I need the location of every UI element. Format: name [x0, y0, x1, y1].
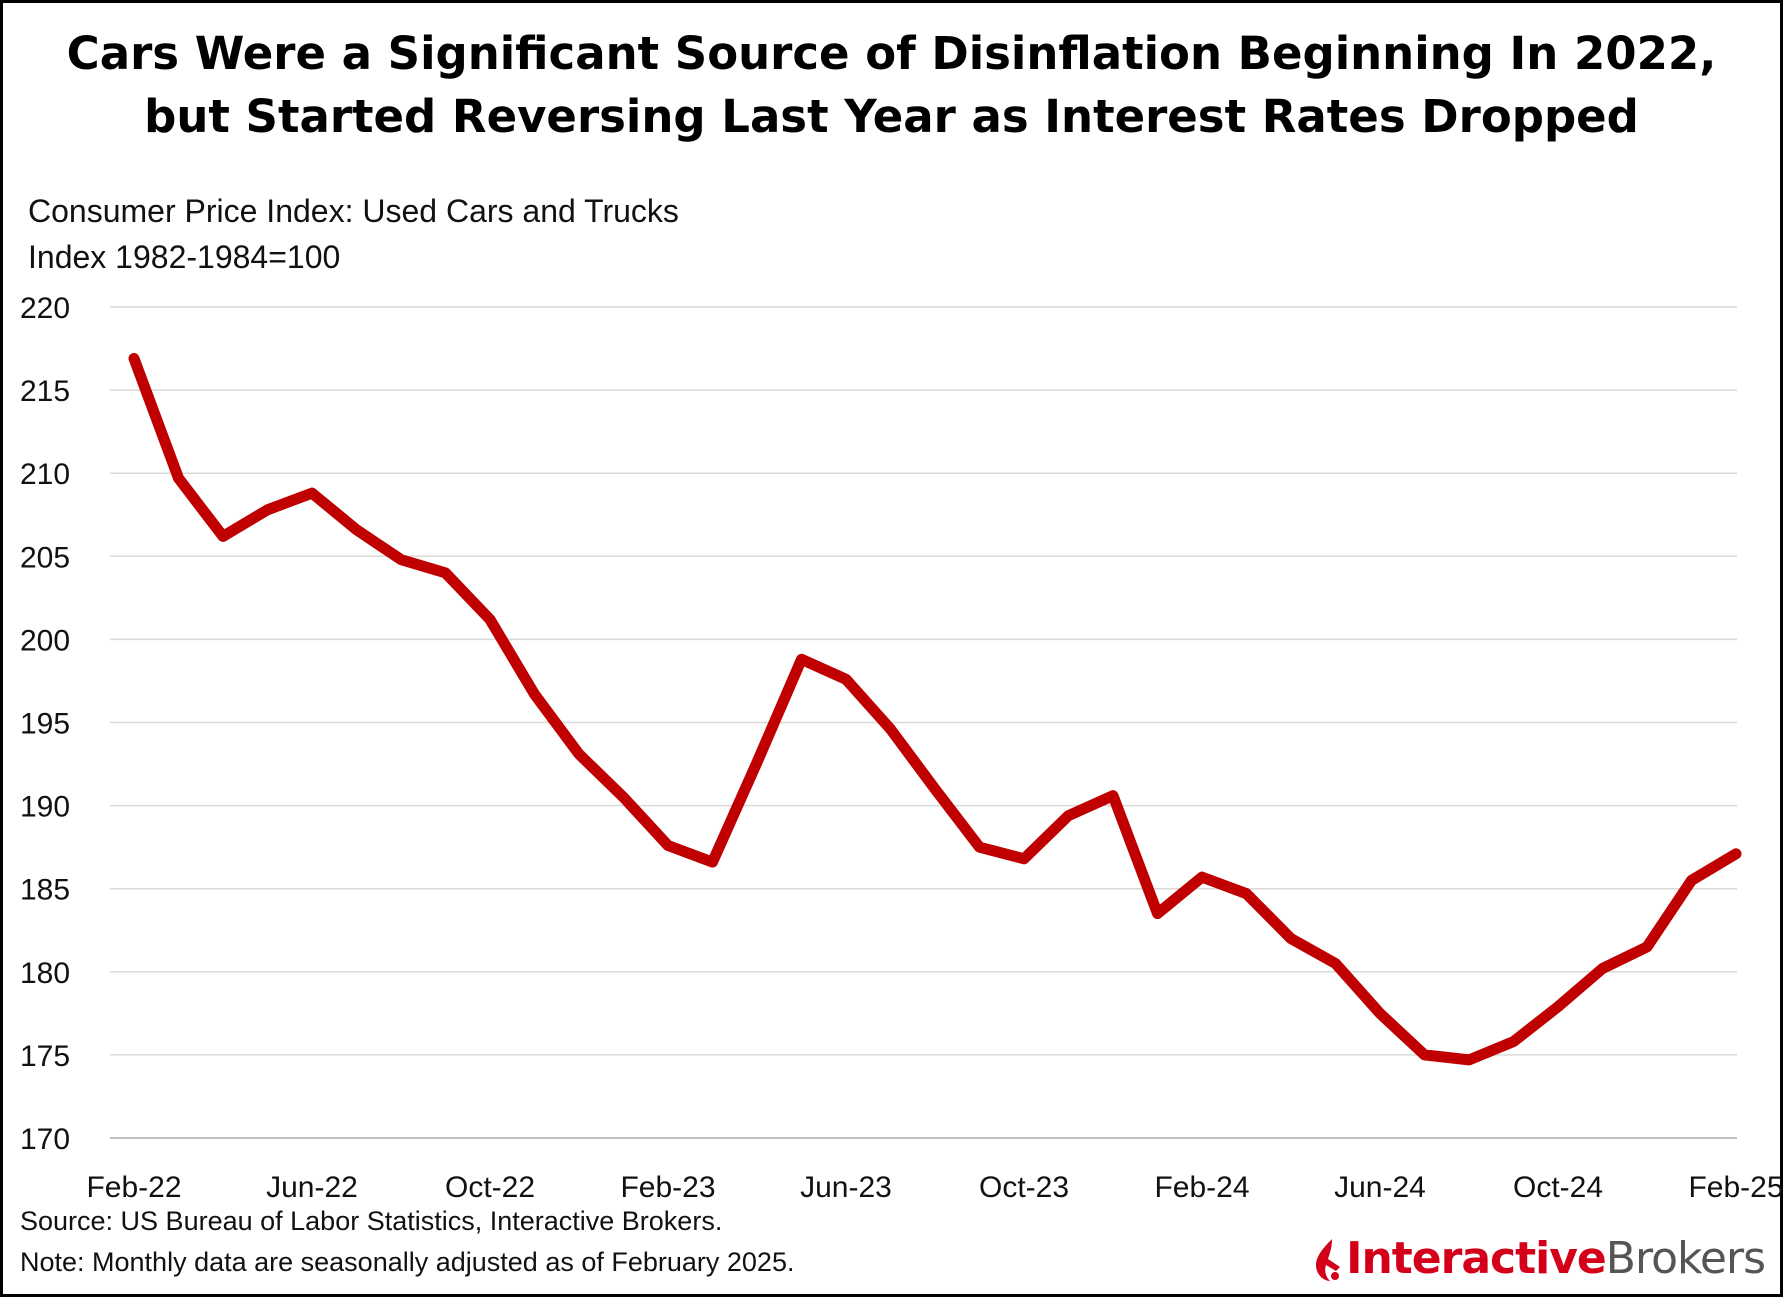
logo-wordmark: InteractiveBrokers	[1346, 1233, 1766, 1284]
source-note: Source: US Bureau of Labor Statistics, I…	[20, 1206, 723, 1236]
y-tick-label: 205	[20, 541, 70, 574]
logo-text-interactive: Interactive	[1346, 1233, 1607, 1284]
title-line-1: Cars Were a Significant Source of Disinf…	[66, 27, 1717, 80]
y-tick-label: 200	[20, 624, 70, 657]
x-tick-label: Feb-22	[86, 1171, 181, 1204]
cpi-used-cars-line	[128, 353, 1742, 1066]
ib-flame-icon	[1316, 1239, 1341, 1281]
y-tick-label: 210	[20, 458, 70, 491]
y-tick-label: 195	[20, 708, 70, 741]
x-axis-ticks: Feb-22 Jun-22 Oct-22 Feb-23 Jun-23 Oct-23 Feb-…	[86, 1171, 1783, 1204]
x-tick-label: Oct-23	[979, 1171, 1069, 1204]
chart-title: Cars Were a Significant Source of Disinf…	[0, 22, 1783, 148]
x-tick-label: Feb-25	[1688, 1171, 1783, 1204]
interactive-brokers-logo: InteractiveBrokers	[1312, 1233, 1766, 1284]
logo-text-brokers: Brokers	[1605, 1233, 1766, 1284]
x-tick-label: Oct-22	[445, 1171, 535, 1204]
x-tick-label: Feb-23	[620, 1171, 715, 1204]
y-tick-label: 220	[20, 292, 70, 325]
chart-subtitle: Consumer Price Index: Used Cars and Truc…	[28, 188, 679, 280]
y-tick-label: 190	[20, 791, 70, 824]
y-tick-label: 185	[20, 874, 70, 907]
gridlines	[110, 306, 1737, 1139]
x-tick-label: Oct-24	[1513, 1171, 1603, 1204]
y-tick-label: 180	[20, 957, 70, 990]
x-tick-label: Jun-23	[800, 1171, 892, 1204]
y-tick-label: 175	[20, 1040, 70, 1073]
x-tick-label: Jun-22	[266, 1171, 358, 1204]
title-line-2: but Started Reversing Last Year as Inter…	[144, 90, 1639, 143]
methodology-note: Note: Monthly data are seasonally adjust…	[20, 1247, 795, 1277]
x-tick-label: Jun-24	[1334, 1171, 1426, 1204]
y-tick-label: 215	[20, 375, 70, 408]
series-description: Consumer Price Index: Used Cars and Truc…	[28, 193, 679, 229]
y-tick-label: 170	[20, 1123, 70, 1156]
x-tick-label: Feb-24	[1154, 1171, 1249, 1204]
y-axis-ticks: 170 175 180 185 190 195 200 205 210 215 220	[20, 292, 70, 1156]
unit-note: Index 1982-1984=100	[28, 239, 341, 275]
